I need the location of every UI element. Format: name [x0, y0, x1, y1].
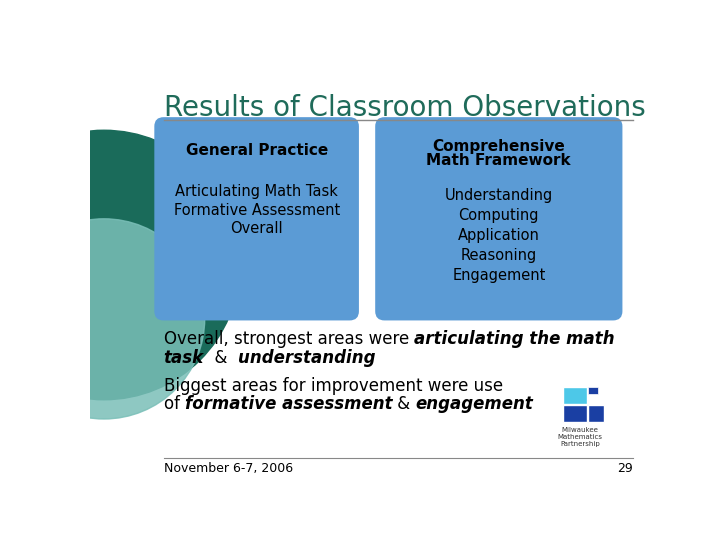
FancyBboxPatch shape [375, 117, 622, 320]
Text: Articulating Math Task: Articulating Math Task [175, 184, 338, 199]
Text: Computing: Computing [459, 208, 539, 223]
Text: Engagement: Engagement [452, 268, 546, 283]
Text: Results of Classroom Observations: Results of Classroom Observations [163, 94, 645, 122]
Text: Overall, strongest areas were: Overall, strongest areas were [163, 330, 414, 348]
FancyBboxPatch shape [154, 117, 359, 320]
Text: Understanding: Understanding [445, 188, 553, 203]
Text: formative assessment: formative assessment [185, 395, 392, 413]
Text: understanding: understanding [238, 349, 375, 367]
Text: task: task [163, 349, 204, 367]
Text: engagement: engagement [416, 395, 534, 413]
Text: Reasoning: Reasoning [461, 248, 537, 263]
Text: Math Framework: Math Framework [426, 153, 571, 167]
Text: articulating the math: articulating the math [414, 330, 615, 348]
Bar [563, 405, 587, 422]
Text: Biggest areas for improvement were use: Biggest areas for improvement were use [163, 377, 503, 395]
Circle shape [0, 130, 240, 400]
Text: &: & [204, 349, 238, 367]
Text: &: & [392, 395, 416, 413]
Text: of: of [163, 395, 185, 413]
Circle shape [3, 219, 204, 419]
Text: Milwaukee
Mathematics
Partnership: Milwaukee Mathematics Partnership [557, 427, 603, 447]
Text: Overall: Overall [230, 221, 283, 236]
Text: 29: 29 [617, 462, 632, 475]
Text: General Practice: General Practice [186, 143, 328, 158]
Text: Application: Application [458, 228, 540, 243]
Text: Formative Assessment: Formative Assessment [174, 202, 340, 218]
Text: November 6-7, 2006: November 6-7, 2006 [163, 462, 293, 475]
Bar [563, 387, 587, 403]
Bar [588, 405, 603, 422]
Text: Comprehensive: Comprehensive [433, 139, 565, 154]
Bar [588, 387, 598, 394]
